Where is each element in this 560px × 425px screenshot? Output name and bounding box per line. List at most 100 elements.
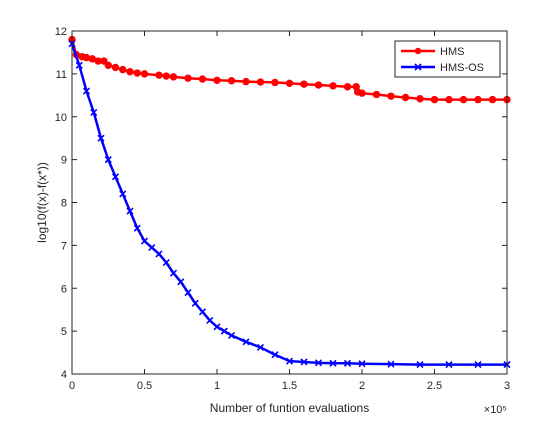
data-point — [155, 250, 163, 258]
y-tick-label: 9 — [61, 155, 67, 167]
x-tick-label: 0 — [69, 380, 75, 392]
data-point — [271, 351, 279, 359]
data-point — [177, 278, 185, 286]
data-point — [285, 79, 294, 88]
data-point — [227, 331, 236, 339]
y-tick-label: 11 — [56, 69, 67, 81]
y-tick-label: 5 — [61, 326, 67, 338]
data-point — [184, 288, 192, 297]
data-point — [474, 95, 482, 104]
data-point — [97, 134, 105, 142]
legend-label: HMS — [440, 46, 464, 58]
legend-entry-1: HMS-OS — [401, 62, 484, 74]
data-point — [198, 308, 207, 316]
data-point — [242, 77, 250, 86]
data-point — [300, 358, 308, 366]
x-tick-label: 2 — [359, 380, 365, 392]
data-point — [314, 359, 323, 367]
data-point — [119, 65, 127, 74]
data-point — [358, 89, 366, 97]
data-point — [300, 80, 308, 88]
data-point — [242, 338, 250, 346]
data-point — [148, 243, 156, 252]
data-point — [416, 361, 424, 369]
data-point — [329, 82, 337, 90]
data-point — [104, 61, 112, 70]
series-1 — [68, 40, 511, 369]
data-point — [401, 93, 410, 102]
data-point — [343, 83, 352, 91]
data-point — [111, 63, 120, 72]
data-point — [184, 74, 192, 82]
legend: HMS HMS-OS — [394, 40, 501, 78]
y-tick-label: 7 — [61, 240, 67, 252]
data-point — [256, 343, 265, 351]
x-tick-label: 2.5 — [427, 380, 442, 392]
series-0 — [68, 35, 511, 104]
data-point — [169, 269, 178, 277]
data-point — [104, 156, 112, 164]
legend-label: HMS-OS — [440, 62, 484, 74]
x-tick-label: 1.5 — [282, 380, 297, 392]
data-point — [191, 299, 199, 307]
data-point — [474, 361, 482, 369]
data-point — [387, 92, 395, 100]
data-point — [111, 173, 120, 181]
x-axis-label: Number of funtion evaluations — [210, 401, 369, 415]
data-point — [220, 327, 228, 335]
legend-swatch-marker — [414, 47, 422, 55]
data-point — [162, 258, 170, 267]
data-point — [198, 75, 207, 83]
y-tick-label: 4 — [61, 369, 67, 381]
data-point — [133, 69, 141, 77]
data-point — [227, 77, 236, 85]
x-tick-label: 1 — [214, 380, 220, 392]
data-point — [314, 81, 323, 89]
data-point — [445, 361, 453, 369]
data-point — [430, 95, 439, 104]
x-tick-label: 3 — [504, 380, 510, 392]
data-point — [126, 68, 134, 76]
data-point — [213, 323, 221, 331]
y-tick-label: 12 — [55, 26, 67, 38]
data-point — [358, 360, 366, 368]
data-point — [100, 57, 108, 65]
data-point — [133, 224, 141, 232]
legend-swatch-marker — [414, 63, 422, 71]
data-point — [445, 95, 453, 104]
data-point — [126, 207, 134, 215]
data-point — [119, 190, 127, 198]
data-point — [82, 87, 91, 95]
y-axis-label: log10(f(x)-f(x*)) — [35, 162, 49, 243]
x-tick-label: 0.5 — [137, 380, 152, 392]
legend-box — [394, 40, 501, 78]
data-point — [213, 76, 221, 85]
data-point — [416, 95, 424, 103]
data-point — [256, 78, 265, 86]
y-tick-label: 6 — [61, 283, 67, 295]
data-point — [459, 95, 468, 104]
data-point — [75, 61, 83, 69]
ticks-layer: 0 0.5 1 1.5 2 2.5 3 4 5 6 7 8 9 10 11 12 — [55, 26, 510, 392]
data-point — [169, 73, 178, 81]
y-tick-label: 8 — [61, 198, 67, 210]
data-point — [90, 108, 98, 117]
y-tick-label: 10 — [55, 112, 67, 124]
data-point — [387, 360, 395, 368]
data-point — [343, 359, 352, 367]
data-point — [372, 90, 381, 99]
data-point — [162, 72, 170, 80]
x-axis-multiplier: ×10⁵ — [484, 404, 507, 416]
data-point — [155, 71, 163, 79]
data-point — [140, 70, 149, 78]
data-point — [329, 359, 337, 367]
plot-area — [72, 31, 507, 374]
data-point — [140, 237, 149, 245]
data-point — [206, 316, 214, 324]
data-point — [488, 95, 497, 104]
data-point — [271, 78, 279, 87]
series-layer — [68, 35, 511, 369]
data-point — [285, 357, 294, 365]
